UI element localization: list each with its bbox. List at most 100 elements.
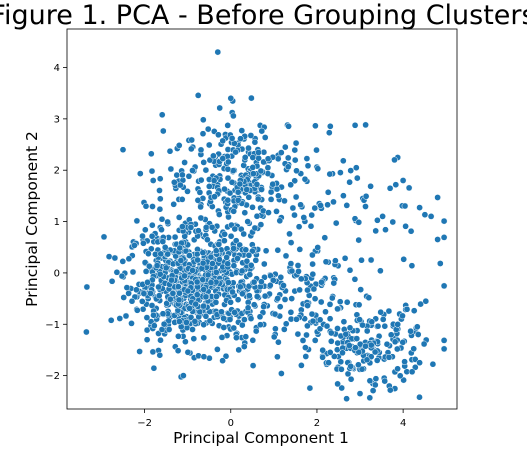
data-point	[291, 177, 299, 185]
data-point	[158, 226, 165, 234]
data-point	[215, 211, 223, 218]
data-point	[410, 307, 418, 315]
data-point	[245, 251, 253, 259]
data-point	[191, 318, 199, 325]
y-axis-ticks: −2 −1 0 1 2 3 4	[45, 63, 67, 382]
data-point	[239, 290, 246, 298]
data-point	[295, 223, 303, 231]
data-point	[149, 177, 157, 184]
data-point	[149, 348, 157, 356]
data-point	[221, 230, 228, 238]
data-point	[373, 357, 381, 364]
data-point	[281, 197, 288, 205]
data-point	[148, 167, 156, 175]
data-point	[166, 147, 174, 155]
data-point	[148, 302, 156, 309]
data-point	[176, 244, 184, 252]
data-point	[287, 308, 295, 316]
data-point	[204, 271, 212, 279]
data-point	[207, 253, 215, 261]
data-point	[159, 127, 167, 135]
data-point	[357, 286, 365, 293]
data-point	[314, 165, 322, 173]
data-point	[228, 178, 236, 186]
data-point	[303, 155, 311, 162]
data-point	[394, 321, 402, 328]
data-point	[200, 321, 208, 329]
data-point	[303, 331, 310, 339]
data-point	[105, 253, 113, 260]
data-point	[156, 195, 164, 203]
data-point	[230, 112, 237, 120]
data-point	[257, 321, 264, 329]
data-point	[172, 268, 180, 275]
data-point	[120, 294, 128, 301]
data-point	[157, 250, 165, 258]
data-point	[224, 260, 232, 268]
x-axis-ticks: −2 0 2 4	[137, 409, 406, 429]
data-point	[186, 305, 193, 312]
data-point	[261, 134, 269, 141]
data-point	[334, 380, 341, 388]
data-point	[206, 317, 214, 325]
data-point	[223, 254, 230, 261]
data-point	[323, 322, 331, 330]
data-point	[420, 340, 428, 348]
data-point	[252, 327, 260, 335]
data-point	[334, 339, 342, 347]
data-point	[219, 357, 226, 365]
data-point	[291, 156, 299, 164]
chart-title: Figure 1. PCA - Before Grouping Clusters	[0, 0, 527, 31]
data-point	[148, 221, 156, 229]
data-point	[236, 180, 244, 188]
data-point	[318, 278, 325, 286]
data-point	[252, 256, 260, 264]
data-point	[136, 170, 144, 177]
data-point	[184, 287, 192, 295]
data-point	[317, 202, 324, 209]
data-point	[304, 286, 311, 294]
data-point	[254, 195, 262, 203]
data-point	[267, 188, 275, 196]
data-point	[234, 296, 242, 304]
y-tick-label: −2	[45, 371, 60, 382]
data-point	[181, 272, 188, 280]
data-point	[332, 257, 339, 265]
y-tick-label: 1	[54, 217, 60, 228]
data-point	[246, 271, 254, 278]
data-point	[235, 346, 243, 354]
data-point	[330, 198, 337, 206]
data-point	[197, 146, 205, 154]
data-point	[382, 226, 389, 234]
data-point	[281, 296, 289, 303]
data-point	[394, 365, 401, 373]
data-point	[83, 283, 91, 291]
data-point	[143, 326, 151, 334]
data-point	[188, 136, 196, 144]
data-point	[162, 264, 170, 272]
data-point	[230, 207, 238, 215]
data-point	[309, 260, 316, 268]
data-point	[161, 243, 169, 251]
data-point	[416, 204, 423, 211]
data-point	[133, 306, 141, 314]
data-point	[128, 297, 136, 305]
data-point	[176, 289, 183, 297]
data-point	[250, 170, 257, 178]
data-point	[400, 255, 408, 263]
data-point	[299, 337, 307, 344]
data-point	[229, 288, 236, 296]
data-point	[237, 135, 244, 143]
data-point	[288, 295, 296, 302]
data-point	[326, 315, 334, 323]
data-point	[136, 348, 143, 355]
data-point	[372, 227, 380, 235]
y-tick-label: 0	[54, 268, 60, 279]
data-point	[274, 295, 282, 302]
data-point	[399, 177, 407, 184]
data-point	[321, 234, 329, 242]
data-point	[150, 322, 158, 330]
data-point	[396, 372, 404, 380]
data-point	[422, 297, 430, 305]
data-point	[421, 211, 429, 219]
